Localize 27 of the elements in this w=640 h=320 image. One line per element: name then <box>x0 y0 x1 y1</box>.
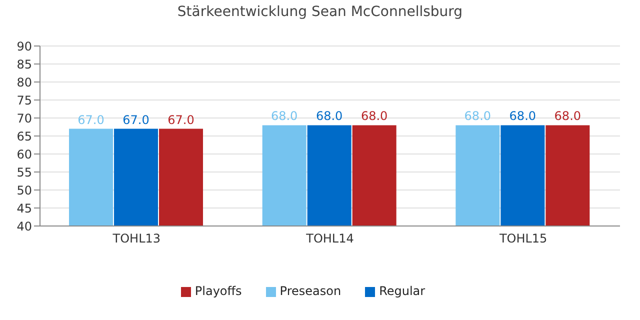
data-label: 68.0 <box>316 109 343 124</box>
data-label: 68.0 <box>464 109 492 124</box>
chart-title: Stärkeentwicklung Sean McConnellsburg <box>176 4 464 20</box>
data-label: 68.0 <box>509 109 536 124</box>
y-tick-label: 40 <box>16 219 32 234</box>
y-tick-label: 60 <box>16 147 32 162</box>
y-tick-label: 65 <box>16 129 32 144</box>
legend-label: Preseason <box>280 284 342 298</box>
y-tick-label: 70 <box>16 111 32 126</box>
data-label: 67.0 <box>122 112 150 127</box>
data-label: 67.0 <box>168 112 194 127</box>
data-label: 68.0 <box>554 109 582 124</box>
x-tick-label: TOHL15 <box>498 232 548 246</box>
y-tick-label: 45 <box>16 201 32 216</box>
y-tick-label: 50 <box>16 183 32 198</box>
data-label: 68.0 <box>360 109 388 124</box>
y-tick-label: 90 <box>16 39 32 54</box>
y-tick-label: 80 <box>16 75 32 90</box>
data-label: 67.0 <box>78 112 104 127</box>
y-tick-label: 55 <box>16 165 32 180</box>
legend-label: Playoffs <box>194 284 242 298</box>
x-tick-label: TOHL14 <box>305 232 354 246</box>
y-tick-label: 75 <box>16 93 32 108</box>
y-tick-label: 85 <box>16 57 32 72</box>
legend-label: Regular <box>379 284 426 298</box>
data-label: 68.0 <box>270 109 298 124</box>
x-tick-label: TOHL13 <box>112 232 161 246</box>
